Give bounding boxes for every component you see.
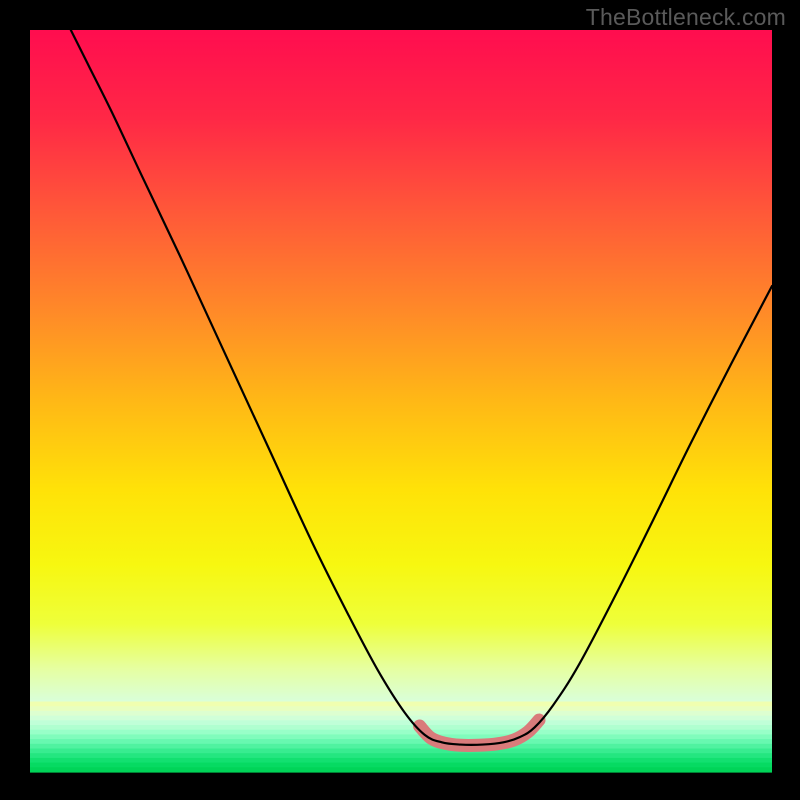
gradient-stripe xyxy=(30,716,772,721)
watermark-text: TheBottleneck.com xyxy=(586,4,786,31)
gradient-stripe xyxy=(30,767,772,772)
gradient-stripe xyxy=(30,720,772,725)
chart-container: { "watermark": { "text": "TheBottleneck.… xyxy=(0,0,800,800)
gradient-stripe xyxy=(30,758,772,763)
gradient-stripe xyxy=(30,739,772,744)
plot-background xyxy=(30,30,772,772)
gradient-stripe xyxy=(30,753,772,758)
gradient-stripe xyxy=(30,730,772,735)
gradient-stripe xyxy=(30,744,772,749)
gradient-stripe xyxy=(30,725,772,730)
gradient-stripe xyxy=(30,734,772,739)
gradient-stripe xyxy=(30,749,772,754)
bottleneck-chart xyxy=(0,0,800,800)
gradient-stripe xyxy=(30,711,772,716)
gradient-stripe xyxy=(30,763,772,768)
